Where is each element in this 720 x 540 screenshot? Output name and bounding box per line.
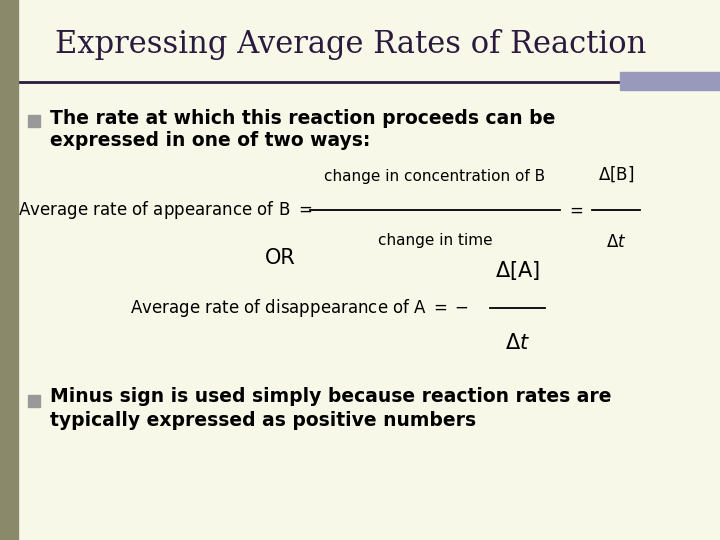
Text: change in concentration of B: change in concentration of B <box>325 169 546 184</box>
Text: $\Delta$[B]: $\Delta$[B] <box>598 165 634 184</box>
Text: $\Delta t$: $\Delta t$ <box>505 333 530 353</box>
Text: $\Delta$[A]: $\Delta$[A] <box>495 259 540 282</box>
Bar <box>620 72 720 90</box>
Text: Average rate of appearance of B $=$: Average rate of appearance of B $=$ <box>18 199 312 221</box>
Text: typically expressed as positive numbers: typically expressed as positive numbers <box>50 410 476 429</box>
Text: OR: OR <box>265 248 295 268</box>
Text: $=$: $=$ <box>567 201 584 219</box>
Text: change in time: change in time <box>378 233 492 248</box>
Text: expressed in one of two ways:: expressed in one of two ways: <box>50 131 370 150</box>
Bar <box>28 395 40 407</box>
Text: $\Delta t$: $\Delta t$ <box>606 233 626 251</box>
Text: Average rate of disappearance of A $= -$: Average rate of disappearance of A $= -$ <box>130 297 469 319</box>
Text: Expressing Average Rates of Reaction: Expressing Average Rates of Reaction <box>55 30 647 60</box>
Bar <box>0 0 18 540</box>
Bar <box>28 115 40 127</box>
Text: The rate at which this reaction proceeds can be: The rate at which this reaction proceeds… <box>50 109 555 127</box>
Text: Minus sign is used simply because reaction rates are: Minus sign is used simply because reacti… <box>50 388 611 407</box>
